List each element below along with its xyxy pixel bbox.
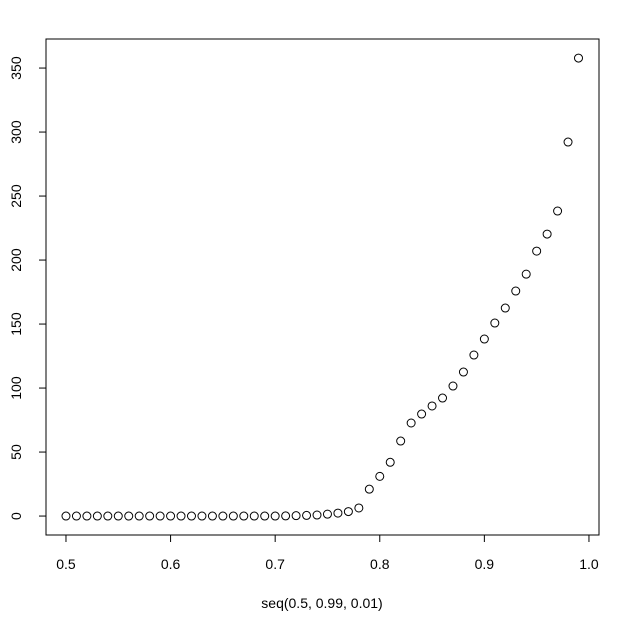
point	[291, 511, 301, 521]
point	[542, 229, 552, 239]
point	[490, 318, 500, 328]
y-tick-label: 150	[8, 312, 24, 336]
point	[103, 511, 113, 521]
x-tick-label: 0.8	[370, 556, 390, 572]
point	[417, 409, 427, 419]
y-tick-label: 200	[8, 248, 24, 272]
point	[343, 507, 353, 517]
x-tick-label: 0.7	[265, 556, 285, 572]
point	[228, 511, 238, 521]
y-tick-label: 100	[8, 376, 24, 400]
point	[312, 510, 322, 520]
x-tick-label: 0.6	[161, 556, 181, 572]
point	[61, 511, 71, 521]
point	[249, 511, 259, 521]
point	[281, 511, 291, 521]
point	[197, 511, 207, 521]
point	[521, 269, 531, 279]
y-tick-label: 250	[8, 184, 24, 208]
point	[364, 484, 374, 494]
point	[375, 471, 385, 481]
y-tick-label: 0	[8, 512, 24, 520]
x-axis-label: seq(0.5, 0.99, 0.01)	[261, 595, 382, 611]
point	[573, 53, 583, 63]
x-tick-label: 0.9	[475, 556, 495, 572]
plot-box	[45, 38, 600, 536]
point	[270, 511, 280, 521]
point	[448, 381, 458, 391]
point	[500, 303, 510, 313]
point	[406, 418, 416, 428]
point	[302, 510, 312, 520]
point	[322, 509, 332, 519]
point	[124, 511, 134, 521]
point	[166, 511, 176, 521]
point	[427, 401, 437, 411]
point	[479, 334, 489, 344]
point	[553, 206, 563, 216]
point	[260, 511, 270, 521]
point	[438, 393, 448, 403]
point	[532, 246, 542, 256]
x-tick-label: 0.5	[56, 556, 76, 572]
y-tick-label: 350	[8, 56, 24, 80]
point	[354, 503, 364, 513]
point	[207, 511, 217, 521]
point	[145, 511, 155, 521]
x-tick-label: 1.0	[579, 556, 599, 572]
point	[82, 511, 92, 521]
point	[113, 511, 123, 521]
point	[396, 436, 406, 446]
point	[458, 367, 468, 377]
point	[469, 350, 479, 360]
point	[155, 511, 165, 521]
point	[239, 511, 249, 521]
point	[92, 511, 102, 521]
point	[218, 511, 228, 521]
point	[186, 511, 196, 521]
point	[563, 137, 573, 147]
point	[385, 457, 395, 467]
point	[71, 511, 81, 521]
y-tick-label: 300	[8, 120, 24, 144]
point	[511, 286, 521, 296]
point	[176, 511, 186, 521]
y-tick-label: 50	[8, 444, 24, 460]
point	[333, 508, 343, 518]
point	[134, 511, 144, 521]
